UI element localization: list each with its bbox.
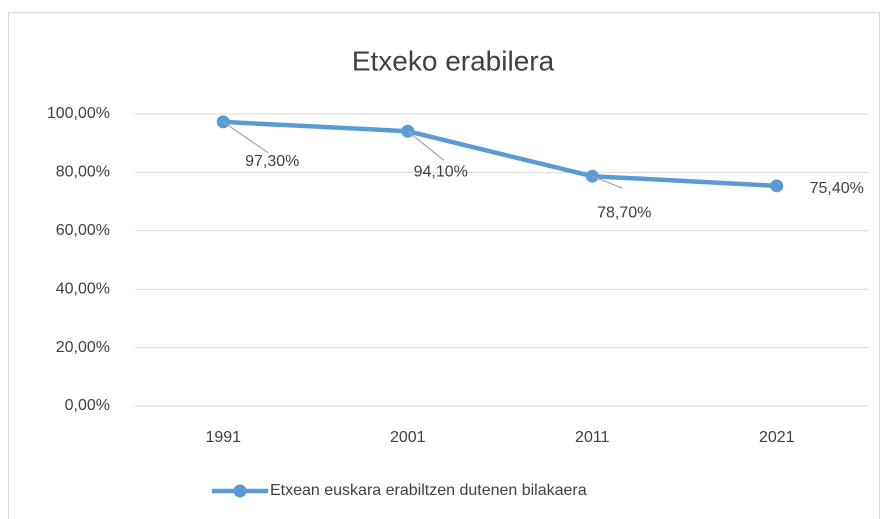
y-tick-label: 20,00% — [56, 339, 110, 356]
leader-line — [592, 175, 623, 189]
chart-title: Etxeko erabilera — [352, 45, 555, 76]
legend-marker — [233, 484, 247, 498]
data-label: 97,30% — [245, 153, 299, 170]
data-label: 75,40% — [810, 180, 864, 197]
data-label: 94,10% — [414, 163, 468, 180]
y-tick-label: 100,00% — [47, 105, 110, 122]
leader-line — [407, 130, 445, 161]
x-tick-label: 2021 — [759, 429, 795, 446]
x-tick-label: 2001 — [390, 429, 426, 446]
y-tick-label: 40,00% — [56, 280, 110, 297]
legend-label: Etxean euskara erabiltzen dutenen bilaka… — [270, 482, 587, 499]
y-tick-label: 60,00% — [56, 222, 110, 239]
marker — [770, 179, 784, 193]
leader-line — [222, 121, 269, 154]
series-line — [221, 119, 779, 189]
chart-border — [8, 12, 880, 519]
x-tick-label: 2011 — [575, 429, 610, 446]
y-tick-label: 0,00% — [65, 397, 110, 414]
x-tick-label: 1991 — [205, 429, 241, 446]
y-tick-label: 80,00% — [56, 164, 110, 181]
data-label: 78,70% — [597, 204, 651, 221]
